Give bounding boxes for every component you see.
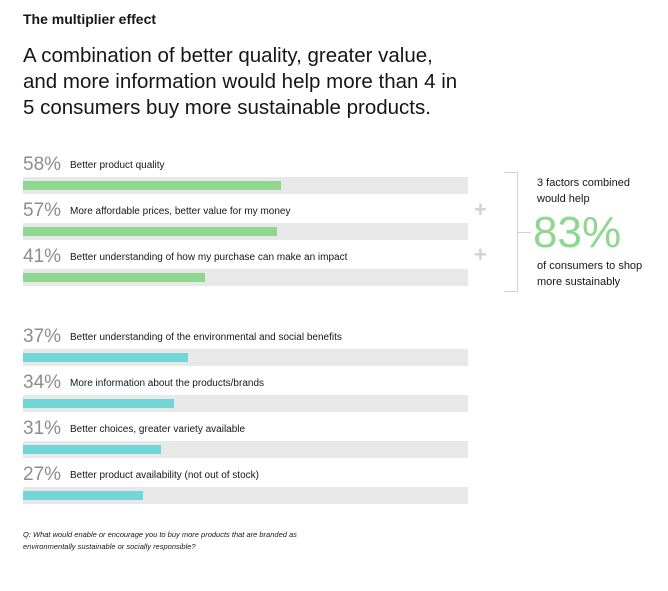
bar-value-label: 27% — [23, 464, 62, 485]
bracket-connector — [517, 232, 531, 233]
bar-category-label: Better choices, greater variety availabl… — [70, 424, 246, 435]
eyebrow-title: The multiplier effect — [23, 11, 157, 27]
bar-value-label: 31% — [23, 418, 62, 439]
bar-track — [23, 349, 468, 366]
combined-bracket — [504, 172, 518, 292]
bar-row: 37% Better understanding of the environme… — [23, 326, 468, 366]
bar-track — [23, 441, 468, 458]
bar-track — [23, 395, 468, 412]
bar-value-label: 58% — [23, 154, 62, 175]
bar-value-label: 37% — [23, 326, 62, 347]
bar — [23, 181, 282, 190]
bar-track — [23, 487, 468, 504]
bar — [23, 273, 206, 282]
bar-row: 58% Better product quality — [23, 154, 468, 194]
survey-footnote: Q: What would enable or encourage you to… — [23, 530, 297, 551]
bar — [23, 227, 277, 236]
headline: A combination of better quality, greater… — [23, 44, 458, 119]
bar-row: 57% More affordable prices, better value … — [23, 200, 468, 240]
bar — [23, 445, 161, 454]
bar-value-label: 57% — [23, 200, 62, 221]
bar-category-label: Better understanding of how my purchase … — [70, 252, 348, 263]
bar-row: 41% Better understanding of how my purcha… — [23, 246, 468, 286]
bar-track — [23, 269, 468, 286]
bar — [23, 399, 175, 408]
bar — [23, 491, 144, 500]
bar-category-label: More affordable prices, better value for… — [70, 206, 291, 217]
callout-value: 83% — [533, 208, 622, 257]
bar-category-label: Better product quality — [70, 160, 165, 171]
bar-row: 27% Better product availability (not out … — [23, 464, 468, 504]
callout-outro: of consumers to shop more sustainably — [537, 260, 643, 288]
plus-icon: + — [474, 197, 487, 222]
bar-row: 34% More information about the products/b… — [23, 372, 468, 412]
bar-value-label: 41% — [23, 246, 62, 267]
bar-track — [23, 223, 468, 240]
callout-intro: 3 factors combined would help — [537, 177, 630, 205]
bar-category-label: More information about the products/bran… — [70, 378, 264, 389]
bar-value-label: 34% — [23, 372, 62, 393]
bar-track — [23, 177, 468, 194]
bar-category-label: Better understanding of the environmenta… — [70, 332, 342, 343]
bar-row: 31% Better choices, greater variety avail… — [23, 418, 468, 458]
plus-icon: + — [474, 242, 487, 267]
bar-category-label: Better product availability (not out of … — [70, 470, 259, 481]
bar — [23, 353, 188, 362]
